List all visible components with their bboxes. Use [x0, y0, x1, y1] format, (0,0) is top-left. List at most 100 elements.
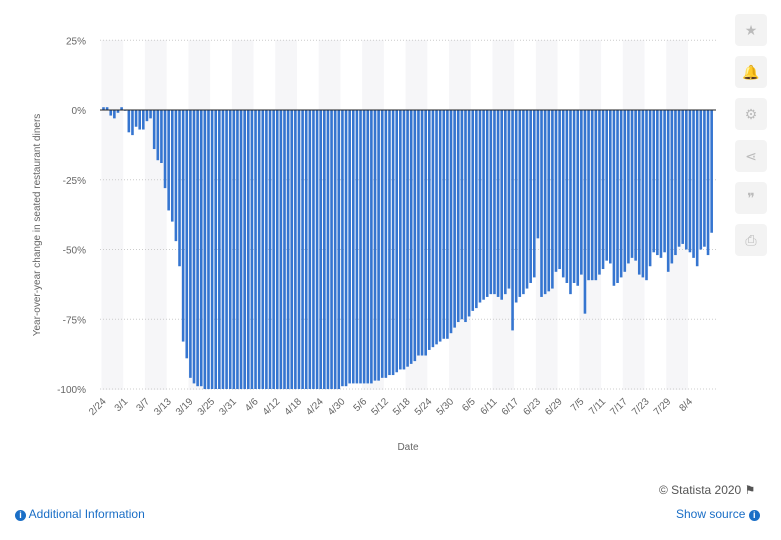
- bar-3/27[interactable]: [218, 110, 221, 389]
- bar-7/12[interactable]: [605, 110, 608, 261]
- bar-8/6[interactable]: [695, 110, 699, 267]
- bar-3/4[interactable]: [134, 110, 138, 127]
- flag-icon[interactable]: ⚑: [744, 483, 756, 497]
- bar-2/26[interactable]: [109, 110, 113, 116]
- bar-4/21[interactable]: [308, 110, 312, 389]
- bar-8/7[interactable]: [699, 110, 703, 250]
- bar-6/19[interactable]: [522, 110, 525, 295]
- bar-3/9[interactable]: [152, 110, 156, 150]
- bar-3/21[interactable]: [196, 110, 199, 387]
- bar-7/17[interactable]: [623, 110, 627, 272]
- bar-4/1[interactable]: [236, 110, 239, 389]
- bar-5/5[interactable]: [359, 110, 362, 384]
- bar-5/20[interactable]: [413, 110, 417, 362]
- bar-7/21[interactable]: [637, 110, 641, 275]
- bar-6/15[interactable]: [507, 110, 511, 289]
- bar-6/6[interactable]: [475, 110, 478, 309]
- bar-4/13[interactable]: [279, 110, 283, 389]
- bar-7/14[interactable]: [612, 110, 616, 286]
- bar-6/5[interactable]: [471, 110, 475, 311]
- bar-5/7[interactable]: [366, 110, 370, 384]
- bar-7/18[interactable]: [627, 110, 630, 264]
- bar-5/24[interactable]: [428, 110, 431, 350]
- bar-6/24[interactable]: [540, 110, 543, 297]
- bar-8/1[interactable]: [677, 110, 681, 247]
- bar-4/16[interactable]: [290, 110, 294, 389]
- bar-3/17[interactable]: [181, 110, 185, 342]
- bar-8/4[interactable]: [688, 110, 692, 253]
- bar-5/29[interactable]: [446, 110, 449, 339]
- bar-8/5[interactable]: [692, 110, 695, 258]
- bar-5/23[interactable]: [424, 110, 427, 356]
- bar-6/8[interactable]: [482, 110, 485, 300]
- bar-7/30[interactable]: [670, 110, 674, 264]
- quote-button[interactable]: ❞: [735, 182, 767, 214]
- bar-7/22[interactable]: [641, 110, 645, 278]
- bar-5/8[interactable]: [370, 110, 373, 384]
- bar-7/29[interactable]: [666, 110, 670, 272]
- bar-7/3[interactable]: [572, 110, 576, 283]
- bar-5/19[interactable]: [409, 110, 413, 364]
- share-button[interactable]: ⋖: [735, 140, 767, 172]
- bar-5/17[interactable]: [402, 110, 406, 370]
- bar-7/9[interactable]: [594, 110, 598, 281]
- bar-3/6[interactable]: [142, 110, 145, 130]
- bar-5/13[interactable]: [388, 110, 391, 376]
- bar-8/9[interactable]: [706, 110, 710, 256]
- bar-7/11[interactable]: [601, 110, 605, 270]
- bar-4/5[interactable]: [250, 110, 254, 389]
- bar-5/12[interactable]: [384, 110, 388, 378]
- bar-7/4[interactable]: [576, 110, 580, 286]
- bar-6/26[interactable]: [547, 110, 551, 292]
- bar-4/6[interactable]: [254, 110, 257, 389]
- bar-6/2[interactable]: [460, 110, 464, 320]
- bar-6/16[interactable]: [511, 110, 514, 331]
- bar-3/31[interactable]: [232, 110, 236, 389]
- bar-4/28[interactable]: [333, 110, 337, 389]
- bar-2/28[interactable]: [116, 110, 120, 113]
- bar-6/20[interactable]: [525, 110, 529, 289]
- bar-4/15[interactable]: [286, 110, 290, 389]
- bar-6/18[interactable]: [518, 110, 522, 297]
- bar-7/5[interactable]: [580, 110, 583, 275]
- print-button[interactable]: ⎙: [735, 224, 767, 256]
- bar-2/25[interactable]: [105, 107, 109, 110]
- bar-3/10[interactable]: [156, 110, 160, 161]
- bar-6/4[interactable]: [467, 110, 471, 317]
- bar-6/10[interactable]: [489, 110, 493, 295]
- bar-8/10[interactable]: [710, 110, 713, 233]
- bar-3/2[interactable]: [127, 110, 131, 133]
- bar-7/24[interactable]: [648, 110, 652, 267]
- bar-5/21[interactable]: [417, 110, 420, 356]
- bar-5/1[interactable]: [344, 110, 348, 387]
- bar-4/24[interactable]: [319, 110, 322, 389]
- bar-4/26[interactable]: [326, 110, 330, 389]
- bar-6/3[interactable]: [464, 110, 467, 323]
- bar-4/19[interactable]: [301, 110, 304, 389]
- bar-5/25[interactable]: [431, 110, 435, 348]
- bar-3/24[interactable]: [207, 110, 210, 389]
- bar-7/31[interactable]: [674, 110, 677, 256]
- bar-3/30[interactable]: [228, 110, 232, 389]
- bar-7/28[interactable]: [663, 110, 666, 253]
- bar-3/19[interactable]: [189, 110, 192, 378]
- bar-3/22[interactable]: [199, 110, 203, 387]
- bar-5/27[interactable]: [438, 110, 442, 342]
- bar-4/25[interactable]: [323, 110, 326, 389]
- bar-5/26[interactable]: [435, 110, 438, 345]
- bar-7/15[interactable]: [616, 110, 619, 283]
- bar-2/27[interactable]: [113, 110, 116, 119]
- bar-7/20[interactable]: [634, 110, 637, 261]
- bar-5/15[interactable]: [395, 110, 399, 373]
- bar-3/23[interactable]: [203, 110, 207, 389]
- bar-3/13[interactable]: [167, 110, 170, 211]
- bar-4/23[interactable]: [315, 110, 319, 389]
- bar-5/2[interactable]: [348, 110, 351, 384]
- bar-4/18[interactable]: [297, 110, 301, 389]
- bar-4/29[interactable]: [337, 110, 341, 389]
- bar-3/12[interactable]: [163, 110, 167, 189]
- bar-5/3[interactable]: [351, 110, 355, 384]
- bar-4/9[interactable]: [265, 110, 268, 389]
- bar-3/16[interactable]: [178, 110, 181, 267]
- bar-5/31[interactable]: [453, 110, 456, 328]
